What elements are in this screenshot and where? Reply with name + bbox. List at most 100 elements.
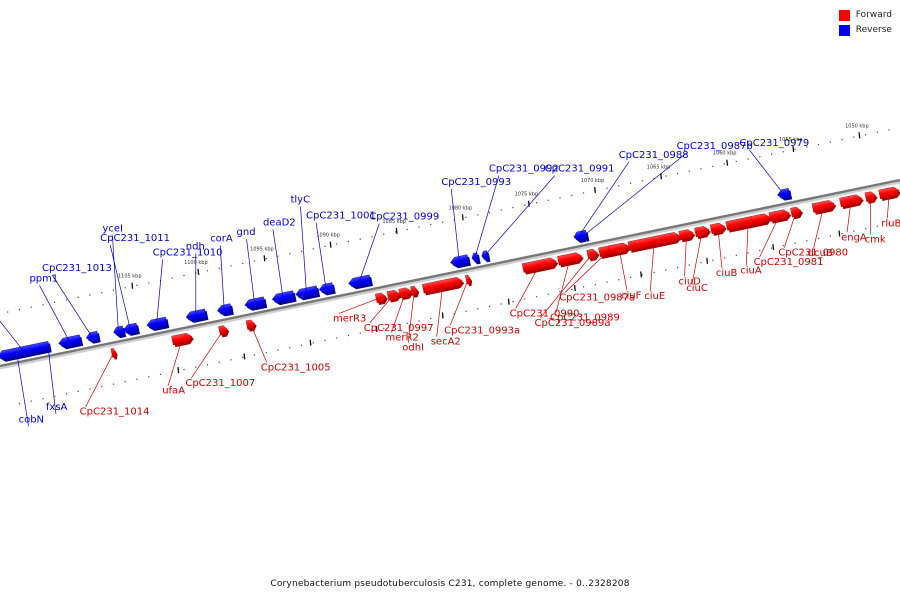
gene-label-CpC231_0989a[interactable]: CpC231_0989a (535, 318, 611, 329)
gene-ciuF[interactable] (608, 242, 631, 258)
gene-label-CpC231_0988[interactable]: CpC231_0988 (619, 150, 689, 161)
gene-CpC231_1007[interactable] (218, 325, 231, 338)
gene-arrow[interactable] (410, 285, 418, 296)
gene-label-ufaA[interactable]: ufaA (162, 386, 185, 397)
gene-label-cmk[interactable]: cmk (865, 234, 886, 245)
gene-tlyC[interactable] (295, 285, 321, 302)
gene-label-yceI[interactable]: yceI (102, 223, 123, 234)
gene-label-CpC231_0991[interactable]: CpC231_0991 (545, 164, 615, 175)
gene-arrow[interactable] (318, 282, 335, 295)
gene-CpC231_1005[interactable] (245, 319, 258, 332)
gene-cmk[interactable] (864, 191, 879, 205)
gene-arrow[interactable] (271, 290, 295, 304)
gene-rluB[interactable] (878, 186, 900, 202)
gene-label-ciuE[interactable]: ciuE (644, 291, 665, 302)
gene-arrow[interactable] (725, 213, 771, 231)
gene-label-merR3[interactable]: merR3 (333, 313, 366, 324)
gene-arrow[interactable] (146, 316, 168, 330)
gene-label-merR2[interactable]: merR2 (385, 332, 418, 343)
gene-label-CpC231_1001[interactable]: CpC231_1001 (306, 210, 376, 221)
gene-label-CpC231_0981[interactable]: CpC231_0981 (754, 257, 824, 268)
gene-label-CpC231_0990[interactable]: CpC231_0990 (510, 309, 580, 320)
gene-ciuC[interactable] (694, 225, 712, 240)
gene-label-CpC231_0989[interactable]: CpC231_0989 (550, 312, 620, 323)
gene-yceI[interactable] (113, 325, 127, 340)
gene-label-deaD2[interactable]: deaD2 (263, 217, 296, 228)
gene-label-ciuB[interactable]: ciuB (716, 268, 738, 279)
gene-arrow[interactable] (113, 325, 125, 337)
gene-CpC231_0980[interactable] (790, 206, 804, 220)
gene-ciuD[interactable] (678, 228, 697, 243)
gene-label-odhI[interactable]: odhI (402, 343, 424, 354)
gene-arrow[interactable] (216, 303, 233, 316)
gene-ndh[interactable] (185, 308, 209, 325)
gene-label-CpC231_0993[interactable]: CpC231_0993 (441, 177, 511, 188)
gene-arrow[interactable] (185, 308, 207, 322)
gene-label-fxsA[interactable]: fxsA (46, 402, 68, 413)
gene-label-CpC231_0999[interactable]: CpC231_0999 (369, 212, 439, 223)
gene-ciuE[interactable] (627, 231, 683, 253)
gene-arrow[interactable] (58, 334, 82, 348)
gene-engA[interactable] (839, 193, 864, 210)
gene-arrow[interactable] (878, 186, 900, 200)
gene-label-CpC231_0987b[interactable]: CpC231_0987b (677, 141, 753, 152)
gene-label-CpC231_0997[interactable]: CpC231_0997 (364, 323, 434, 334)
gene-lnt[interactable] (0, 341, 52, 363)
gene-CpC231_0989a[interactable] (586, 248, 601, 262)
gene-arrow[interactable] (678, 228, 695, 241)
gene-gnd[interactable] (244, 296, 268, 312)
gene-CpC231_0993[interactable] (450, 254, 471, 269)
gene-CpC231_1013[interactable] (85, 330, 101, 345)
gene-ciuB[interactable] (709, 222, 728, 236)
gene-arrow[interactable] (709, 222, 726, 234)
gene-corA[interactable] (216, 303, 234, 317)
gene-CpC231_0999[interactable] (348, 274, 373, 291)
gene-ppm1[interactable] (58, 334, 84, 350)
gene-label-cobN[interactable]: cobN (19, 414, 44, 425)
gene-dcuB[interactable] (811, 199, 837, 215)
gene-arrow[interactable] (245, 319, 256, 330)
gene-label-CpC231_1013[interactable]: CpC231_1013 (42, 263, 112, 274)
gene-label-CpC231_1007[interactable]: CpC231_1007 (185, 378, 255, 389)
gene-label-CpC231_1005[interactable]: CpC231_1005 (261, 362, 331, 373)
gene-arrow[interactable] (85, 330, 100, 342)
gene-label-dcuB[interactable]: dcuB (808, 248, 833, 259)
gene-label-CpC231_1014[interactable]: CpC231_1014 (80, 407, 150, 418)
gene-CpC231_1014[interactable] (110, 348, 119, 360)
gene-arrow[interactable] (122, 322, 139, 335)
gene-secA2[interactable] (421, 276, 465, 296)
gene-label-CpC231_0979[interactable]: CpC231_0979 (739, 138, 809, 149)
gene-label-CpC231_1011[interactable]: CpC231_1011 (100, 233, 170, 244)
gene-label-CpC231_1010[interactable]: CpC231_1010 (153, 247, 223, 258)
gene-arrow[interactable] (295, 285, 319, 299)
gene-arrow[interactable] (694, 225, 710, 238)
gene-CpC231_1011[interactable] (122, 322, 140, 337)
gene-ufaA[interactable] (171, 332, 195, 348)
gene-arrow[interactable] (0, 341, 51, 360)
gene-arrow[interactable] (627, 231, 681, 251)
gene-arrow[interactable] (839, 194, 863, 208)
gene-label-ciuA[interactable]: ciuA (740, 266, 762, 277)
gene-arrow[interactable] (244, 296, 266, 310)
gene-CpC231_1010[interactable] (146, 316, 170, 333)
gene-CpC231_0993a[interactable] (465, 274, 473, 287)
gene-CpC231_0991[interactable] (481, 250, 491, 263)
gene-CpC231_0992[interactable] (471, 252, 481, 265)
gene-CpC231_1001[interactable] (318, 282, 336, 296)
gene-label-tlyC[interactable]: tlyC (290, 194, 310, 205)
gene-label-gnd[interactable]: gnd (237, 227, 256, 238)
gene-CpC231_0989[interactable] (557, 251, 584, 268)
gene-arrow[interactable] (471, 252, 479, 263)
gene-label-ciuF[interactable]: ciuF (621, 290, 642, 301)
gene-odhI[interactable] (410, 285, 420, 298)
gene-label-secA2[interactable]: secA2 (431, 337, 461, 348)
gene-arrow[interactable] (608, 242, 630, 255)
gene-label-CpC231_0980[interactable]: CpC231_0980 (778, 248, 848, 259)
gene-label-CpC231_0993a[interactable]: CpC231_0993a (444, 325, 520, 336)
gene-arrow[interactable] (864, 191, 877, 202)
gene-CpC231_0979[interactable] (777, 188, 793, 202)
gene-label-ndh[interactable]: ndh (186, 241, 205, 252)
gene-label-corA[interactable]: corA (210, 233, 233, 244)
gene-label-CpC231_0987a[interactable]: CpC231_0987a (559, 292, 635, 303)
gene-label-ciuD[interactable]: ciuD (679, 276, 702, 287)
